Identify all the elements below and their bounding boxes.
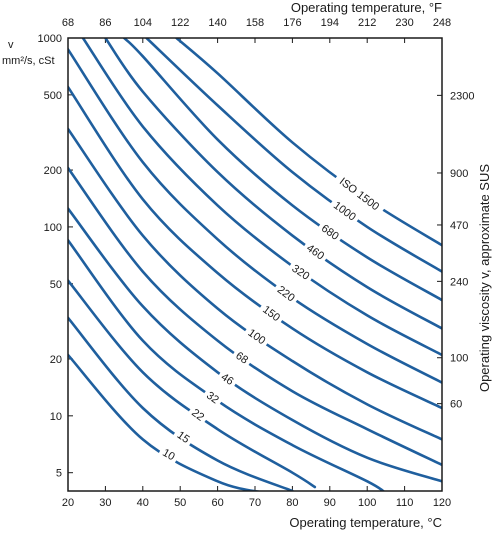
series-label-group: 46 [216, 367, 240, 390]
series-label-group: 22 [186, 403, 211, 426]
left-axis-symbol: v [8, 39, 14, 51]
bottom-tick-label: 120 [433, 497, 451, 509]
bottom-tick-label: 60 [211, 497, 223, 509]
series-label-bg [272, 280, 301, 307]
series-label-bg [230, 346, 255, 369]
top-tick-label: 68 [62, 17, 74, 29]
series-label-bg [157, 443, 181, 465]
series-label-bg [257, 299, 286, 327]
bottom-tick-label: 80 [286, 497, 298, 509]
series-label-bg [328, 195, 362, 226]
right-tick-label: 100 [450, 353, 468, 365]
series-label-bg [332, 170, 387, 217]
left-tick-label: 50 [50, 279, 62, 291]
bottom-axis-title: Operating temperature, °C [289, 515, 442, 530]
left-tick-label: 10 [50, 411, 62, 423]
axis-ticks: 20 30 40 50 60 70 80 90 100 110 120 68 86 104 122 140 15… [38, 17, 475, 509]
series-line [68, 238, 386, 491]
bottom-tick-label: 110 [396, 497, 414, 509]
left-tick-label: 5 [56, 468, 62, 480]
series-line [175, 38, 442, 247]
series-line [68, 353, 263, 491]
series-label-bg [286, 259, 316, 285]
series-label-bg [301, 238, 331, 265]
bottom-tick-label: 30 [99, 497, 111, 509]
series-line [68, 207, 442, 483]
top-tick-label: 140 [208, 17, 226, 29]
series-label: 10 [160, 447, 177, 463]
series-line [145, 38, 442, 273]
series-label-bg [316, 218, 345, 245]
series-line [122, 38, 442, 302]
left-tick-label: 20 [50, 354, 62, 366]
top-tick-label: 194 [321, 17, 339, 29]
series-label-group: 220 [272, 280, 301, 307]
bottom-tick-label: 90 [324, 497, 336, 509]
top-tick-label: 176 [283, 17, 301, 29]
series-lines [68, 38, 442, 491]
series-label: 68 [233, 350, 250, 367]
left-tick-label: 100 [44, 222, 62, 234]
series-label-bg [216, 367, 240, 390]
right-axis-title: Operating viscosity v, approximate SUS [477, 164, 492, 392]
bottom-tick-label: 40 [137, 497, 149, 509]
series-line [68, 279, 317, 489]
series-label-group: 10 [157, 443, 181, 465]
top-tick-label: 104 [134, 17, 152, 29]
top-tick-label: 212 [358, 17, 376, 29]
top-tick-label: 86 [99, 17, 111, 29]
bottom-tick-label: 100 [358, 497, 376, 509]
series-line [104, 38, 442, 330]
right-tick-label: 60 [450, 399, 462, 411]
right-tick-label: 2300 [450, 90, 474, 102]
bottom-tick-label: 20 [62, 497, 74, 509]
series-label-bg [201, 386, 225, 409]
series-label-group: 1000 [328, 195, 362, 226]
right-tick-label: 900 [450, 168, 468, 180]
top-tick-label: 248 [433, 17, 451, 29]
series-label: 32 [204, 390, 221, 407]
left-axis-units: mm²/s, cSt [2, 55, 55, 67]
series-label: 15 [175, 429, 192, 446]
bottom-tick-label: 70 [249, 497, 261, 509]
top-tick-label: 230 [395, 17, 413, 29]
series-label: 46 [219, 371, 236, 388]
bottom-tick-label: 50 [174, 497, 186, 509]
series-label: 22 [189, 407, 206, 424]
left-tick-label: 200 [44, 165, 62, 177]
top-axis-title: Operating temperature, °F [291, 0, 442, 15]
series-line [81, 38, 442, 357]
series-line [68, 48, 442, 384]
series-label-group: 15 [171, 425, 196, 448]
series-label-bg [171, 425, 196, 448]
series-line [68, 127, 442, 441]
right-tick-label: 470 [450, 220, 468, 232]
top-tick-label: 122 [171, 17, 189, 29]
series-label-bg [186, 403, 211, 426]
top-tick-label: 158 [246, 17, 264, 29]
series-label-group: 32 [201, 386, 225, 409]
left-tick-label: 500 [44, 90, 62, 102]
left-tick-label: 1000 [38, 33, 62, 45]
right-tick-label: 240 [450, 276, 468, 288]
series-label-bg [242, 323, 272, 350]
series-line [68, 85, 442, 410]
plot-frame [67, 37, 443, 492]
series-label-group: 68 [230, 346, 255, 369]
